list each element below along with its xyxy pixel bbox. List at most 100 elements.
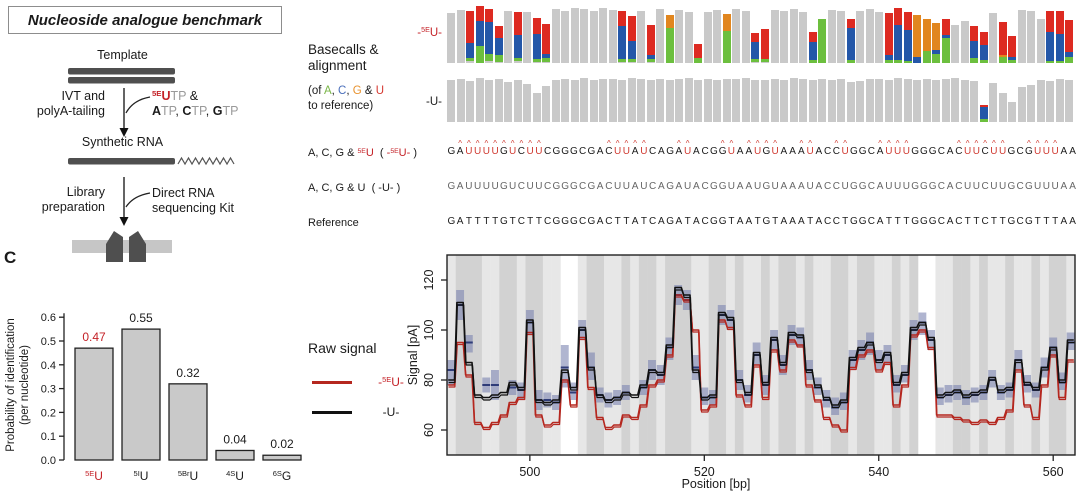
bar-segment — [608, 78, 617, 122]
background-stripe — [699, 255, 709, 455]
bar-segment — [903, 12, 912, 30]
background-stripe — [743, 255, 753, 455]
seq-char: G — [561, 146, 570, 157]
basecalls-subtitle-line1: (of A, C, G & U — [308, 84, 384, 98]
seq-char: T — [684, 216, 691, 227]
seq-char: A — [456, 216, 464, 227]
bar-segment — [751, 61, 760, 63]
bar-segment — [532, 58, 541, 62]
stacked-bar — [1046, 11, 1055, 63]
ntp-label-line2: ATP, CTP, GTP — [152, 104, 238, 119]
bar-segment — [1065, 57, 1074, 63]
bar-segment — [713, 9, 722, 63]
kit-label-line1: Direct RNA — [152, 186, 215, 200]
seq-char: A — [1069, 181, 1076, 192]
background-stripe — [499, 255, 509, 455]
bar-segment — [799, 11, 808, 63]
seq-char: C — [579, 181, 587, 192]
stacked-bar — [627, 16, 636, 63]
benchmark-title: Nucleoside analogue benchmark — [27, 11, 263, 29]
sequence-label-reference: Reference — [308, 217, 359, 229]
stacked-bar — [761, 80, 769, 122]
bar-segment — [570, 79, 579, 122]
legend-label-u: -U- — [382, 405, 400, 419]
stacked-bar — [627, 78, 636, 122]
bar-segment — [532, 34, 541, 59]
bar-segment — [761, 61, 769, 63]
bar-segment — [456, 78, 465, 122]
rich-text-span: (of — [308, 85, 324, 97]
bar-segment — [542, 53, 551, 59]
background-stripe — [935, 255, 945, 455]
seq-char: A — [946, 216, 954, 227]
seq-char: A — [815, 216, 823, 227]
bar-segment — [941, 18, 950, 36]
seq-char: A — [815, 146, 823, 157]
bar-segment — [551, 80, 560, 122]
seq-char: U ^ — [526, 139, 534, 158]
bar-segment — [466, 11, 475, 43]
seq-char: C — [701, 216, 709, 227]
bar-segment — [1027, 11, 1036, 63]
rich-text-span: 5E — [152, 89, 162, 99]
model-distribution-box — [517, 382, 526, 400]
bar-segment — [799, 79, 808, 122]
bar-segment — [1036, 79, 1045, 122]
bar-segment — [865, 79, 874, 122]
seq-char: G — [569, 181, 578, 192]
seq-char: G — [1007, 146, 1016, 157]
ntp-label-line1: 5EUTP & — [152, 89, 198, 105]
seq-char: G — [709, 216, 718, 227]
bar-segment — [1055, 60, 1064, 63]
background-stripe — [525, 255, 535, 455]
bar-segment — [1055, 10, 1064, 35]
seq-char: G — [911, 146, 920, 157]
stacked-bar — [789, 78, 798, 122]
stacked-bar — [751, 32, 760, 63]
background-stripe — [952, 255, 962, 455]
template-strand-top — [68, 68, 175, 75]
background-stripe — [621, 255, 631, 455]
model-distribution-box — [464, 335, 473, 353]
seq-char: U ^ — [727, 139, 735, 158]
bar-segment — [475, 78, 484, 122]
x-category-label: 6SG — [273, 469, 292, 483]
seq-char: C — [649, 181, 657, 192]
background-stripe — [516, 255, 526, 455]
template-strand-bottom — [68, 77, 175, 84]
stacked-bar — [894, 8, 903, 63]
basecalls-subtitle-line2: to reference) — [308, 99, 373, 113]
rich-text-span: U — [161, 89, 171, 103]
probability-bar — [215, 449, 255, 461]
seq-char: U — [622, 181, 630, 192]
bar-segment — [504, 11, 513, 63]
bar-segment — [523, 84, 532, 122]
rich-text-span: G — [212, 104, 223, 118]
stacked-bar — [1036, 18, 1045, 63]
bar-segment — [646, 58, 655, 62]
bar-segment — [580, 78, 589, 122]
seq-char: A — [1069, 216, 1076, 227]
x-category-label: 5IU — [134, 469, 149, 483]
seq-char: G — [762, 181, 771, 192]
bar-segment — [989, 12, 998, 63]
seq-char: U — [885, 181, 893, 192]
bar-segment — [627, 16, 636, 42]
seq-char: T — [754, 216, 761, 227]
background-stripe — [1022, 255, 1032, 455]
bar-segment — [599, 79, 608, 122]
background-stripe — [638, 255, 648, 455]
seq-char: G — [499, 216, 508, 227]
seq-char: G — [718, 216, 727, 227]
rich-text-span: A, C, G & — [308, 147, 358, 159]
bar-segment — [808, 80, 817, 122]
stacked-bar — [504, 82, 513, 122]
background-stripe — [577, 255, 587, 455]
seq-char: C — [649, 146, 657, 157]
bar-segment — [1008, 60, 1017, 63]
background-stripe — [481, 255, 491, 455]
seq-char: A — [1060, 181, 1068, 192]
model-distribution-box — [813, 377, 822, 395]
bar-segment — [618, 58, 627, 62]
